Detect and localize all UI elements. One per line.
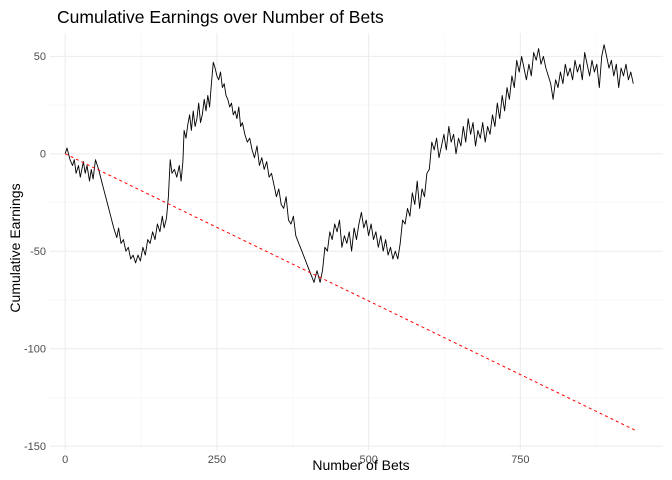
x-tick-labels: 0 250 500 750: [62, 454, 529, 466]
x-tick-label: 0: [62, 454, 68, 466]
y-tick-label: -50: [30, 246, 46, 258]
chart-title: Cumulative Earnings over Number of Bets: [57, 7, 384, 27]
dashed-trend-line: [64, 153, 636, 431]
y-tick-label: -100: [24, 344, 46, 356]
minor-gridlines: [50, 33, 663, 450]
y-axis-title: Cumulative Earnings: [7, 183, 23, 312]
x-tick-label: 250: [208, 454, 226, 466]
y-tick-label: -150: [24, 441, 46, 453]
y-tick-labels: 50 0 -50 -100 -150: [24, 51, 46, 453]
x-tick-label: 500: [359, 454, 377, 466]
series-layer: [64, 44, 636, 431]
y-tick-label: 0: [40, 149, 46, 161]
x-tick-label: 750: [511, 454, 529, 466]
cumulative-earnings-line: [64, 44, 634, 283]
major-gridlines: [50, 33, 663, 450]
y-tick-label: 50: [34, 51, 46, 63]
x-axis-title: Number of Bets: [312, 457, 409, 473]
